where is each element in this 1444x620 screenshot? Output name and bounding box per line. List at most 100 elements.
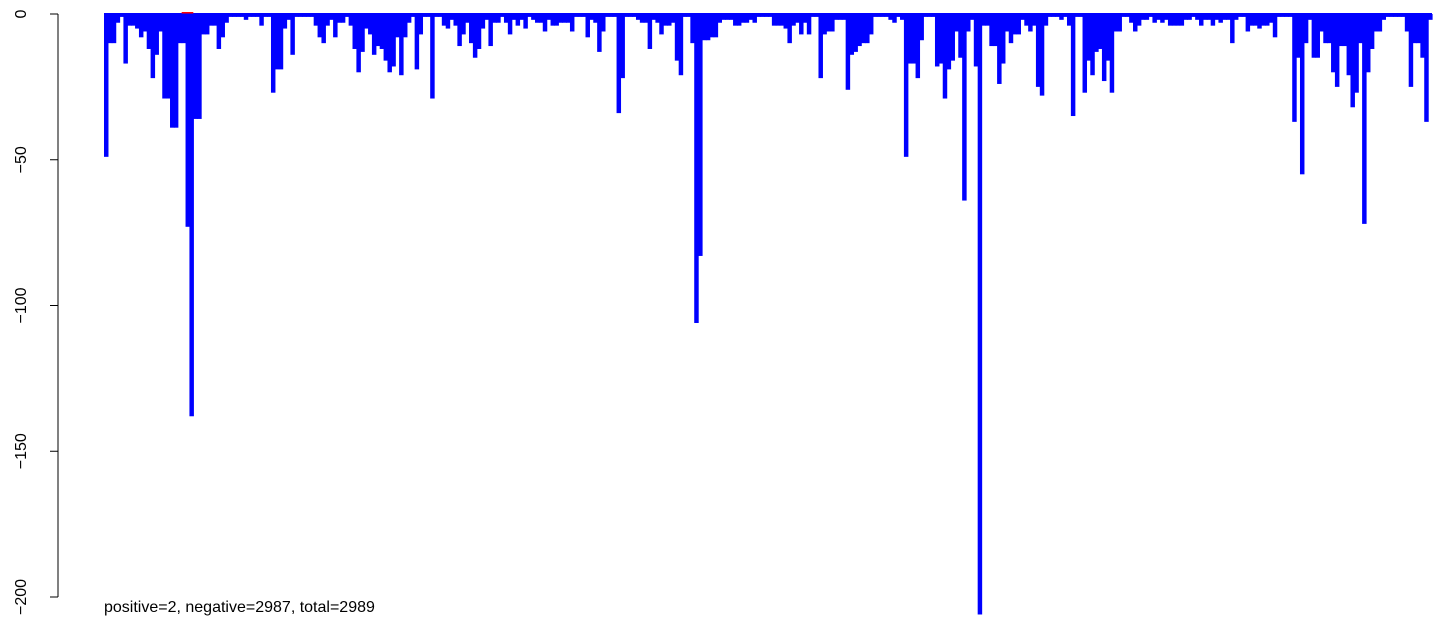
bar (1133, 14, 1138, 32)
bar (900, 14, 905, 20)
bar (585, 14, 590, 38)
bar (465, 14, 470, 23)
bar (166, 14, 171, 99)
bar (1311, 14, 1317, 58)
bar (647, 14, 653, 49)
bar (426, 14, 431, 17)
bar (1206, 14, 1212, 20)
bar (1066, 14, 1072, 26)
bar (1090, 14, 1095, 76)
bar (204, 14, 210, 35)
bar (1397, 14, 1402, 17)
bar (1016, 14, 1021, 35)
bar (876, 14, 882, 17)
bar (1113, 14, 1119, 32)
bar (208, 14, 214, 26)
bar (569, 14, 575, 32)
bar (515, 14, 521, 26)
bar (1210, 14, 1216, 26)
bar (119, 14, 125, 17)
bar (1268, 14, 1274, 23)
bar (243, 14, 249, 20)
bar (193, 14, 198, 119)
bar (795, 14, 800, 23)
bar (616, 14, 622, 114)
bar (1183, 14, 1188, 20)
bar (519, 14, 524, 20)
bar (768, 14, 773, 17)
bar (469, 14, 474, 44)
bar (880, 14, 886, 17)
bar (1323, 14, 1328, 44)
bar (577, 14, 583, 17)
bar (1035, 14, 1041, 87)
bar (1299, 14, 1305, 175)
bar (736, 14, 742, 26)
bar (445, 14, 451, 29)
bar (810, 14, 816, 17)
bar (837, 14, 843, 20)
bar (488, 14, 493, 47)
bar (981, 14, 987, 26)
bar (1400, 14, 1406, 17)
bar (212, 14, 218, 26)
bar (562, 14, 567, 23)
bar (274, 14, 280, 70)
bar (1136, 14, 1142, 26)
bar (146, 14, 152, 49)
bar (1327, 14, 1332, 44)
bar (791, 14, 796, 26)
bar (923, 14, 928, 17)
bars (104, 13, 1433, 615)
bar (1393, 14, 1398, 17)
bar (1249, 14, 1254, 26)
bar (1179, 14, 1185, 26)
bar (892, 14, 897, 23)
bar (950, 14, 955, 61)
bar (896, 14, 901, 17)
bar (453, 14, 458, 26)
bar (705, 14, 711, 41)
bar (1338, 14, 1344, 47)
bar (993, 14, 998, 47)
bar (589, 14, 594, 20)
bar (1129, 14, 1134, 23)
bar (1428, 14, 1433, 20)
bar (391, 14, 396, 67)
bar (457, 14, 462, 47)
bar (259, 14, 264, 26)
y-tick-label: −50 (13, 146, 30, 173)
bar (461, 14, 466, 35)
bar (1245, 14, 1251, 32)
bar (787, 14, 792, 44)
bar (1412, 14, 1418, 44)
bar (546, 14, 552, 20)
bar (383, 14, 389, 61)
bar (441, 14, 447, 26)
bar (601, 14, 606, 32)
bar (150, 14, 156, 79)
bar (282, 14, 288, 29)
bar (865, 14, 870, 44)
bar (915, 14, 921, 79)
bar (1000, 14, 1006, 64)
bar (1358, 14, 1363, 44)
bar (756, 14, 761, 17)
bar (740, 14, 746, 23)
bar (721, 14, 726, 20)
bar (115, 14, 121, 23)
bar (635, 14, 641, 20)
bar (1074, 14, 1080, 17)
bar (1389, 14, 1394, 17)
bar (1346, 14, 1352, 76)
bar (1385, 14, 1390, 17)
bar (853, 14, 858, 52)
bar (639, 14, 645, 23)
bar (360, 14, 365, 52)
bar (632, 14, 637, 17)
bar (1253, 14, 1258, 26)
bar (1051, 14, 1056, 17)
bar (903, 14, 909, 157)
bar (1144, 14, 1150, 20)
